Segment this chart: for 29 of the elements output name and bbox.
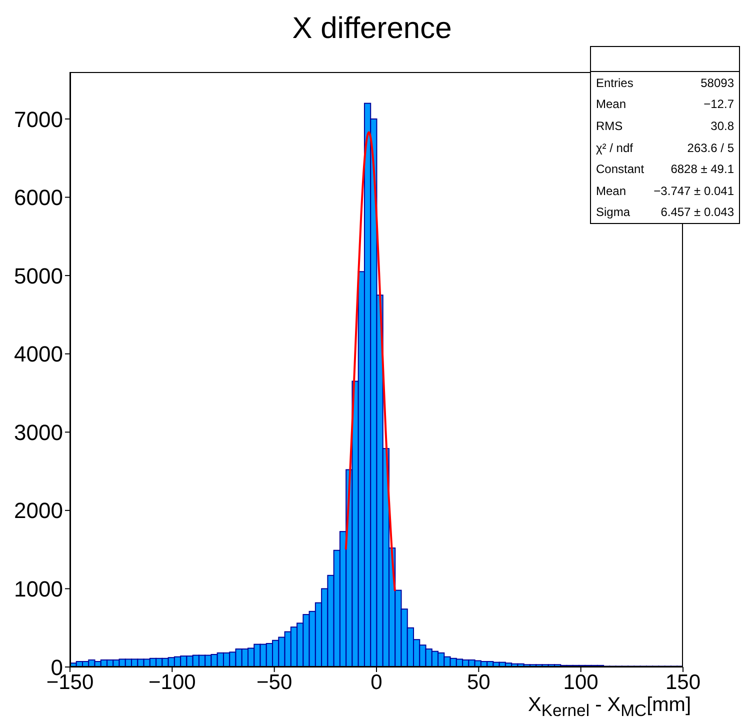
x-tick-label: 50	[466, 670, 490, 694]
annotation: 6828 ± 49.1	[670, 162, 734, 176]
chart-title: X difference	[291, 12, 453, 46]
annotation: Mean	[596, 184, 626, 198]
text: −12.7	[704, 97, 734, 112]
annotation: Entries	[596, 76, 634, 90]
annotation: Sigma	[596, 205, 630, 220]
text: 263.6 / 5	[687, 140, 734, 155]
y-tick-label: 1000	[14, 576, 63, 602]
y-tick-label: 3000	[14, 420, 63, 445]
x-tick-label: 150	[665, 670, 701, 694]
annotation: Mean	[596, 97, 626, 112]
x-tick-label: −100	[148, 670, 196, 694]
y-tick-label: 4000	[14, 342, 63, 367]
y-tick-label: 5000	[14, 263, 63, 288]
annotation: RMS	[596, 118, 623, 133]
annotation: 6.457 ± 0.043	[660, 205, 734, 220]
x-tick-label: 100	[563, 670, 598, 694]
y-tick-label: 6000	[14, 185, 63, 210]
y-tick-label: 2000	[14, 498, 63, 524]
annotation: −3.747 ± 0.041	[654, 184, 734, 198]
x-axis-title: X$_{Kernel}$ - X$_{MC}$[mm]	[528, 694, 691, 722]
x-tick-label: 0	[370, 670, 382, 694]
annotation: χ² / ndf	[596, 140, 633, 155]
annotation: Constant	[596, 162, 644, 176]
x-tick-label: −50	[256, 670, 292, 694]
y-tick-label: 7000	[14, 106, 63, 132]
text: 58093	[700, 76, 734, 90]
text: 30.8	[710, 118, 734, 133]
